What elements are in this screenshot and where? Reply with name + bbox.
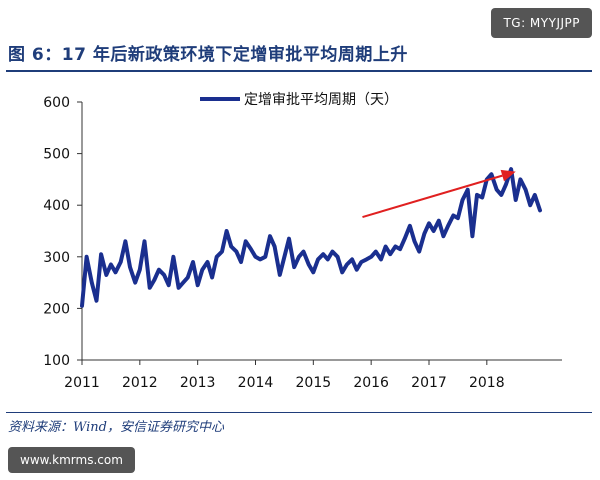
x-tick-label: 2013 [180,375,216,391]
figure-title: 图 6：17 年后新政策环境下定增审批平均周期上升 [8,45,408,65]
chart-legend: 定增审批平均周期（天） [200,92,398,108]
series-line [80,167,542,308]
y-tick-label: 600 [43,95,70,111]
y-tick-label: 400 [43,198,70,214]
chart-axes [81,102,562,361]
x-tick-label: 2016 [353,375,389,391]
legend-label: 定增审批平均周期（天） [244,92,398,108]
trend-arrow-shaft [362,174,503,219]
title-divider [6,70,592,72]
x-tick-label: 2018 [469,375,505,391]
source-note: 资料来源：Wind，安信证券研究中心 [8,420,224,435]
series-group [80,167,542,308]
y-tick-label: 200 [43,301,70,317]
x-axis-ticks: 2011 2012 2013 2014 2015 2016 2017 2018 [64,360,505,391]
x-tick-label: 2017 [411,375,447,391]
y-tick-label: 100 [43,353,70,369]
y-axis-ticks: 100 200 300 400 500 600 [43,95,82,369]
x-tick-label: 2012 [122,375,158,391]
x-tick-label: 2011 [64,375,100,391]
annotation-group [362,169,516,219]
y-tick-label: 300 [43,250,70,266]
watermark-badge-top: TG: MYYJJPP [491,8,592,38]
x-tick-label: 2014 [238,375,274,391]
y-tick-label: 500 [43,147,70,163]
x-tick-label: 2015 [296,375,332,391]
watermark-badge-bottom: www.kmrms.com [8,447,135,473]
footer-divider [6,412,592,413]
trend-arrow-head [500,169,516,182]
